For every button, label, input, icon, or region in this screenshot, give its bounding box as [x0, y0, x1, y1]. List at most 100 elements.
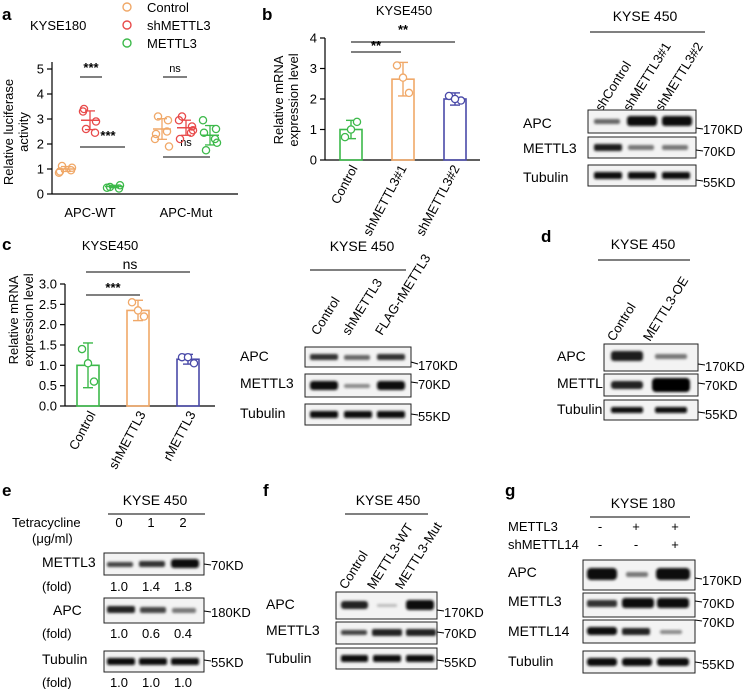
panel-a-data-point	[105, 182, 115, 192]
panel-a-data-point	[54, 168, 64, 177]
panel-c-blot-marker-55kd: 55KD	[418, 409, 451, 424]
panel-b-blot-marker-170kd: 170KD	[703, 122, 743, 137]
panel-a-ytick-label: 0	[37, 187, 44, 202]
blot-band	[626, 572, 648, 577]
panel-g-marker-55kd: 55KD	[702, 657, 735, 672]
blot-band	[594, 172, 622, 179]
panel-a-xtick-apc-mut: APC-Mut	[160, 205, 213, 220]
panel-letter-f: f	[263, 481, 269, 500]
panel-e-dose-0: 0	[115, 515, 122, 530]
blot-band	[652, 378, 690, 392]
panel-e-marker-55kd: 55KD	[211, 655, 244, 670]
panel-c-xtick-shmettl3: shMETTL3	[106, 408, 149, 471]
panel-g-sign: +	[671, 519, 679, 534]
panel-b-title: KYSE450	[376, 3, 432, 18]
blot-band	[344, 411, 372, 418]
blot-band	[406, 655, 434, 662]
marker-tick	[697, 363, 706, 366]
panel-a-data-point	[91, 117, 101, 126]
blot-band	[628, 172, 656, 179]
panel-a-data-point	[66, 165, 76, 175]
marker-tick	[697, 411, 706, 414]
panel-letter-d: d	[541, 227, 551, 246]
panel-e-fold-tub-0: 1.0	[110, 675, 128, 689]
panel-g-sign: +	[671, 537, 679, 552]
marker-tick	[410, 381, 419, 384]
panel-a-ytick-label: 4	[37, 87, 44, 102]
panel-f: f KYSE 450 Control METTL3-WT METTL3-Mut …	[263, 481, 484, 670]
panel-letter-e: e	[2, 481, 11, 500]
panel-e-treatment: Tetracycline	[12, 515, 81, 530]
legend-marker-shmettl3	[122, 20, 132, 30]
blot-band	[107, 658, 135, 665]
panel-e-fold-tub-2: 1.0	[174, 675, 192, 689]
panel-b-bar	[443, 98, 467, 161]
panel-a-data-point	[57, 161, 67, 171]
panel-a-data-point	[187, 122, 197, 131]
marker-tick	[694, 577, 703, 580]
panel-b-data-point	[398, 73, 408, 82]
marker-tick	[694, 661, 703, 664]
panel-a-data-point	[81, 124, 91, 134]
panel-c-bar	[126, 309, 150, 407]
panel-a-ylabel-line1: Relative luciferase	[1, 79, 16, 185]
panel-b-xtick-control: Control	[328, 162, 361, 206]
panel-e-treatment-unit: (μg/ml)	[32, 531, 73, 546]
panel-e-row-tubulin: Tubulin	[42, 651, 87, 667]
panel-b-data-point	[404, 88, 414, 98]
panel-c-ytick-label: 1.0	[39, 358, 57, 373]
panel-c-sig-ns: ns	[123, 256, 138, 272]
panel-f-row-mettl3: METTL3	[266, 622, 320, 638]
marker-tick	[410, 361, 419, 365]
blot-band	[611, 381, 643, 389]
blot-band	[627, 116, 657, 126]
blot-band	[611, 407, 643, 413]
blot-band	[594, 119, 620, 124]
panel-g-sign: -	[598, 537, 602, 552]
legend-label-mettl3: METTL3	[147, 36, 197, 51]
panel-a-data-point	[212, 138, 222, 147]
panel-b-ytick-label: 1	[310, 122, 317, 137]
panel-f-marker-170kd: 170KD	[444, 605, 484, 620]
panel-d-marker-70kd: 70KD	[705, 378, 738, 393]
panel-c-data-point	[133, 306, 143, 315]
legend-marker-control	[122, 2, 132, 12]
panel-a-legend: Control shMETTL3 METTL3	[122, 0, 211, 51]
panel-a-data-point	[177, 112, 187, 121]
panel-e-dose-1: 1	[147, 515, 154, 530]
marker-tick	[695, 127, 704, 130]
panel-f-marker-55kd: 55KD	[444, 655, 477, 670]
marker-tick	[436, 631, 445, 634]
panel-a-sig-4: ns	[180, 137, 192, 149]
panel-a-data-point	[55, 167, 65, 176]
blot-band	[310, 354, 338, 360]
panel-c-blot-row-mettl3: METTL3	[240, 375, 294, 391]
panel-c-blot-row-apc: APC	[240, 348, 269, 364]
blot-band	[594, 144, 622, 151]
panel-g-row-apc: APC	[508, 564, 537, 580]
panel-g-row-tubulin: Tubulin	[508, 653, 553, 669]
panel-e-dose-2: 2	[179, 515, 186, 530]
panel-d-row-apc: APC	[557, 348, 586, 364]
panel-a-data-point	[188, 126, 198, 135]
panel-c-ytick-label: 2.5	[39, 297, 57, 312]
panel-d-strip-tubulin	[603, 399, 699, 421]
panel-f-cell-line: KYSE 450	[356, 492, 421, 508]
panel-c-blot-cell-line: KYSE 450	[330, 238, 395, 254]
marker-tick	[695, 149, 704, 152]
blot-band	[628, 145, 654, 150]
panel-b-blot-row-tubulin: Tubulin	[523, 169, 568, 185]
panel-f-row-apc: APC	[266, 596, 295, 612]
marker-tick	[436, 659, 445, 662]
panel-c-ytick-label: 1.5	[39, 338, 57, 353]
panel-a-data-point	[164, 142, 174, 151]
panel-c-blot-lane-1: Control	[308, 294, 343, 338]
marker-tick	[694, 600, 703, 603]
panel-c-blot-lane-3: FLAG-rMETTL3	[372, 251, 434, 337]
blot-band	[406, 600, 434, 610]
blot-band	[406, 629, 436, 636]
blot-band	[171, 559, 199, 568]
panel-b-blot-row-apc: APC	[523, 115, 552, 131]
panel-b-data-point	[340, 132, 350, 142]
panel-c-blot-row-tubulin: Tubulin	[240, 405, 285, 421]
